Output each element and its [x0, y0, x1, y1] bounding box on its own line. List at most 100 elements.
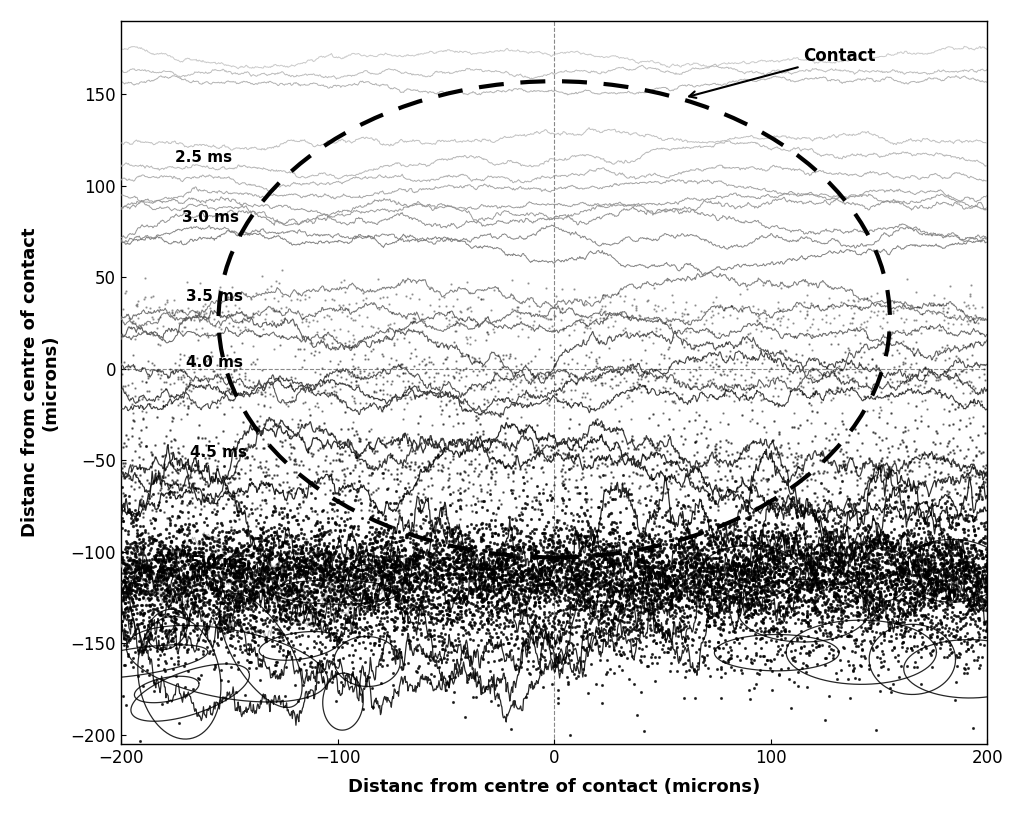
- Point: [758, 636, 774, 649]
- Point: [618, 609, 635, 623]
- Point: [228, 571, 245, 584]
- Point: [959, 662, 976, 675]
- Point: [302, 549, 318, 562]
- Point: [360, 620, 377, 633]
- Point: [492, 561, 508, 574]
- Point: [414, 565, 430, 578]
- Point: [834, 596, 850, 609]
- Point: [347, 598, 364, 611]
- Point: [874, 304, 891, 317]
- Point: [540, 516, 556, 529]
- Point: [213, 306, 229, 319]
- Point: [871, 571, 888, 584]
- Point: [267, 569, 284, 582]
- Point: [126, 414, 142, 427]
- Point: [226, 583, 243, 596]
- Point: [494, 522, 510, 535]
- Point: [511, 508, 527, 521]
- Point: [821, 369, 838, 382]
- Point: [739, 608, 756, 621]
- Point: [775, 498, 792, 511]
- Point: [544, 369, 560, 382]
- Point: [525, 502, 542, 516]
- Point: [762, 497, 778, 510]
- Point: [923, 579, 939, 592]
- Point: [718, 558, 734, 571]
- Point: [634, 586, 650, 599]
- Point: [933, 618, 949, 631]
- Point: [162, 609, 178, 623]
- Point: [807, 606, 823, 619]
- Point: [154, 569, 170, 583]
- Point: [417, 569, 433, 583]
- Point: [421, 521, 437, 534]
- Point: [775, 553, 792, 566]
- Point: [511, 583, 527, 596]
- Point: [288, 554, 304, 567]
- Point: [896, 587, 912, 600]
- Point: [250, 556, 266, 569]
- Point: [258, 455, 274, 468]
- Point: [385, 574, 401, 587]
- Point: [556, 516, 572, 529]
- Point: [760, 525, 776, 538]
- Point: [244, 609, 260, 622]
- Point: [209, 538, 225, 551]
- Point: [465, 607, 481, 620]
- Point: [953, 374, 970, 387]
- Point: [858, 371, 874, 384]
- Point: [925, 604, 941, 617]
- Point: [530, 512, 547, 525]
- Point: [207, 328, 223, 341]
- Point: [716, 536, 732, 549]
- Point: [163, 567, 179, 580]
- Point: [626, 569, 642, 583]
- Point: [881, 445, 897, 458]
- Point: [925, 297, 941, 310]
- Point: [470, 573, 486, 586]
- Point: [834, 616, 850, 629]
- Point: [158, 548, 174, 561]
- Point: [711, 529, 727, 542]
- Point: [778, 576, 795, 589]
- Point: [158, 542, 174, 555]
- Point: [343, 565, 359, 578]
- Point: [857, 550, 873, 563]
- Point: [280, 597, 296, 610]
- Point: [690, 605, 707, 618]
- Point: [699, 551, 716, 565]
- Point: [823, 384, 840, 397]
- Point: [802, 529, 818, 542]
- Point: [928, 455, 944, 468]
- Point: [878, 556, 894, 569]
- Point: [500, 585, 516, 598]
- Point: [611, 605, 628, 618]
- Point: [720, 654, 736, 667]
- Point: [207, 545, 223, 558]
- Point: [852, 583, 868, 596]
- Point: [755, 583, 771, 596]
- Point: [335, 556, 351, 569]
- Point: [368, 536, 384, 549]
- Point: [914, 308, 931, 321]
- Point: [644, 554, 660, 567]
- Point: [531, 585, 548, 598]
- Point: [300, 593, 316, 606]
- Point: [322, 457, 338, 470]
- Point: [383, 565, 399, 578]
- Point: [593, 616, 609, 629]
- Point: [467, 617, 483, 630]
- Point: [753, 581, 769, 594]
- Point: [346, 577, 362, 590]
- Point: [564, 574, 581, 587]
- Point: [160, 608, 176, 621]
- Point: [133, 598, 150, 611]
- Point: [510, 641, 526, 654]
- Point: [928, 543, 944, 556]
- Point: [327, 343, 343, 356]
- Point: [175, 534, 191, 547]
- Point: [295, 658, 311, 671]
- Point: [758, 550, 774, 563]
- Point: [157, 449, 173, 462]
- Point: [676, 691, 692, 704]
